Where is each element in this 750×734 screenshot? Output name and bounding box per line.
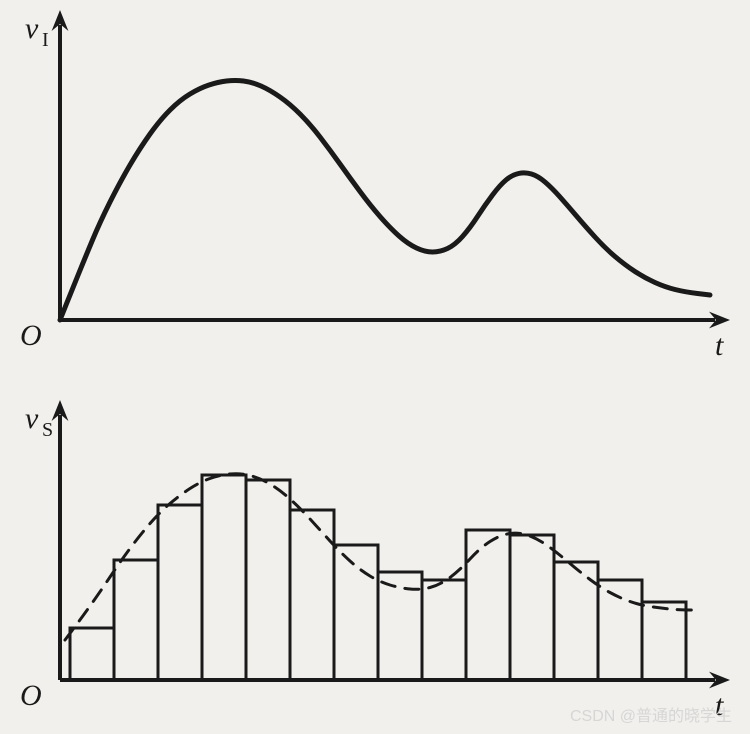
y-axis-label: v: [25, 12, 39, 45]
watermark: CSDN @普通的晓学生: [570, 702, 732, 726]
sample-bar: [334, 545, 378, 680]
sample-bar: [246, 480, 290, 680]
sample-bar: [202, 475, 246, 680]
input-signal-curve: [60, 81, 710, 321]
sample-bar: [114, 560, 158, 680]
sample-bar: [290, 510, 334, 680]
y-axis-label: v: [25, 402, 39, 435]
sample-bar: [422, 580, 466, 680]
sample-bar: [70, 628, 114, 680]
origin-label: O: [20, 679, 42, 712]
top-chart: vI Ot: [20, 12, 724, 362]
diagram-container: vIOtvSOt: [0, 0, 750, 734]
sample-bar: [642, 602, 686, 680]
origin-label: O: [20, 319, 42, 352]
sample-bar: [466, 530, 510, 680]
y-axis-label-sub: I: [42, 29, 49, 51]
bottom-chart: vSOt: [20, 402, 724, 722]
sample-bar: [510, 535, 554, 680]
y-axis-label-sub: S: [42, 419, 53, 441]
sample-bar: [158, 505, 202, 680]
envelope-curve: [65, 474, 700, 640]
sample-bar: [598, 580, 642, 680]
x-axis-label: t: [715, 329, 724, 362]
diagram-svg: vIOtvSOt: [0, 0, 750, 734]
